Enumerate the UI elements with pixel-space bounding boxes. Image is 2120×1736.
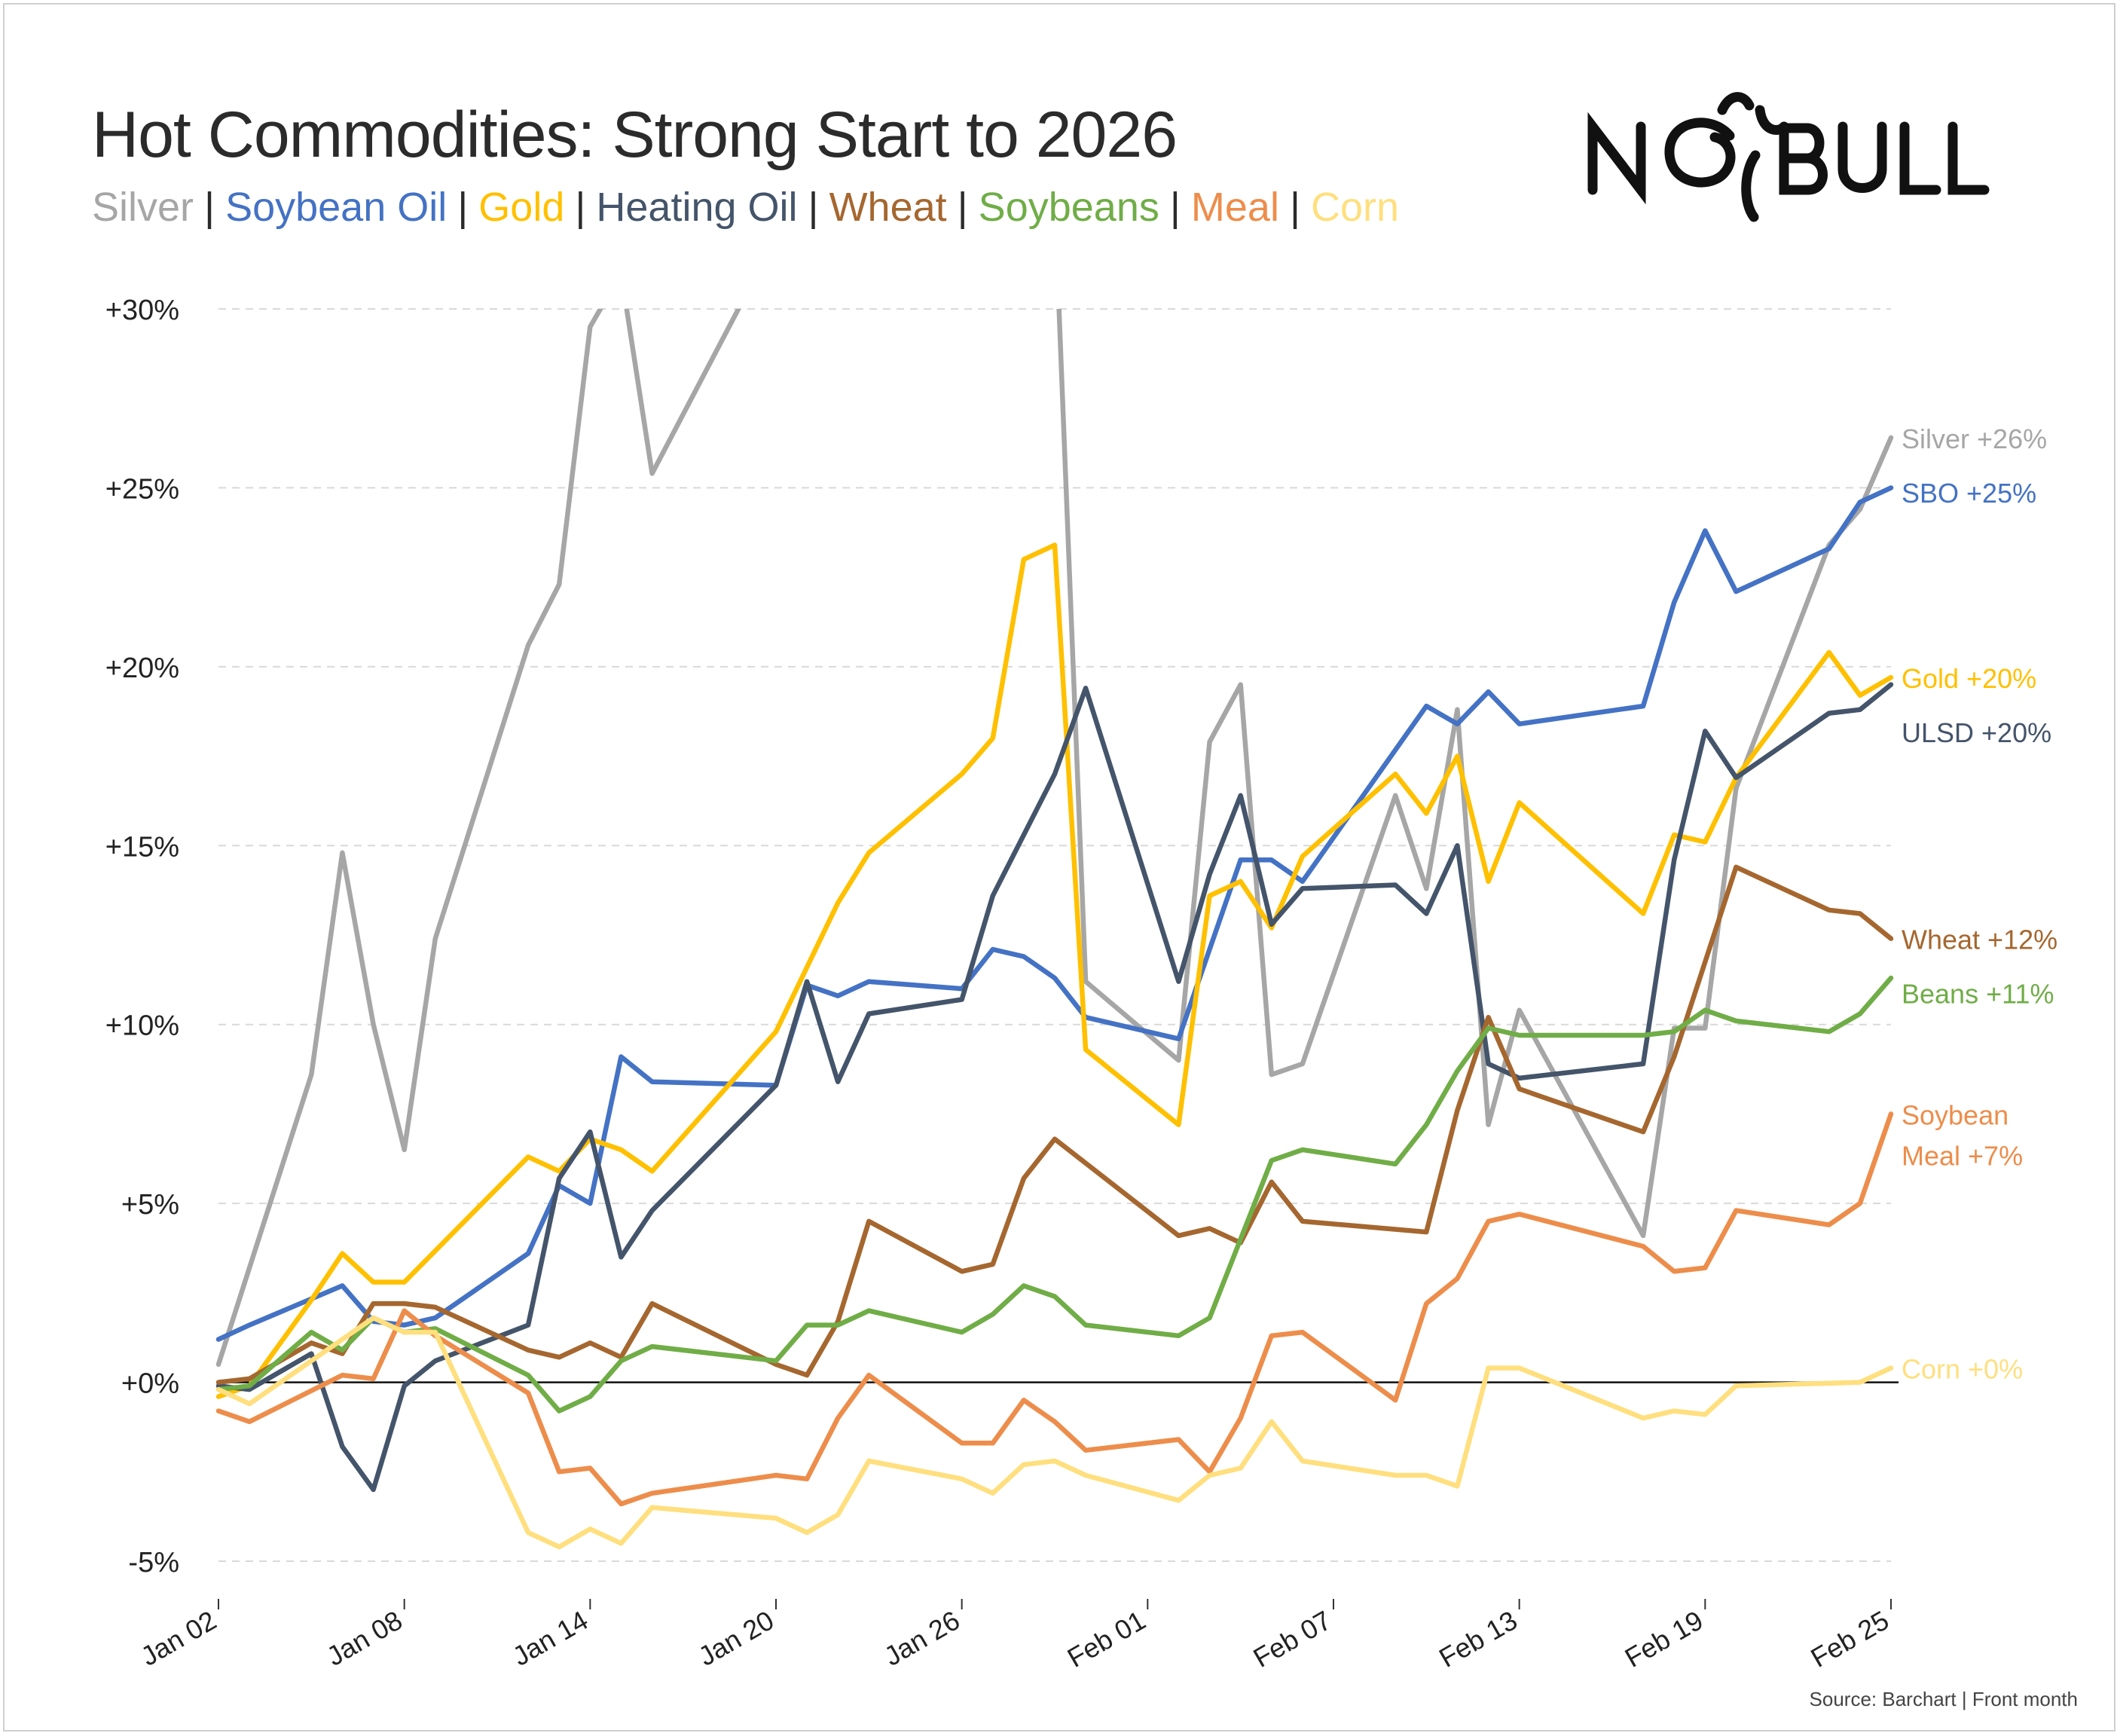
y-tick-label: +5% bbox=[121, 1189, 179, 1221]
legend-item: Soybean Oil bbox=[225, 185, 448, 230]
x-tick-label: Jan 14 bbox=[507, 1604, 593, 1672]
series-line-soybeans bbox=[215, 975, 1894, 1414]
legend-item: Meal bbox=[1190, 185, 1279, 230]
legend-line: Silver | Soybean Oil | Gold | Heating Oil | Whea… bbox=[92, 184, 1399, 231]
series-line-corn bbox=[215, 1315, 1894, 1550]
x-tick-label: Jan 08 bbox=[322, 1604, 408, 1672]
legend-item: Silver bbox=[92, 185, 194, 230]
y-tick-label: -5% bbox=[128, 1547, 179, 1579]
y-tick-label: +25% bbox=[105, 473, 179, 505]
x-tick-label: Feb 19 bbox=[1620, 1604, 1709, 1673]
legend-item: Corn bbox=[1310, 185, 1400, 230]
legend-separator: | bbox=[204, 185, 215, 230]
y-tick-label: +20% bbox=[105, 653, 179, 684]
series-end-label: Soybean bbox=[1902, 1099, 2009, 1130]
x-tick-label: Feb 13 bbox=[1434, 1604, 1523, 1673]
series-end-label: SBO +25% bbox=[1902, 478, 2036, 509]
legend-separator: | bbox=[1289, 185, 1300, 230]
series-line-wheat bbox=[215, 864, 1894, 1385]
series-end-label: Wheat +12% bbox=[1902, 925, 2057, 955]
x-tick-label: Feb 01 bbox=[1062, 1604, 1151, 1673]
series-end-label: Beans +11% bbox=[1902, 979, 2054, 1010]
series-line-heating-oil bbox=[215, 682, 1894, 1493]
series-line-meal bbox=[215, 1111, 1894, 1507]
series-end-label: Meal +7% bbox=[1902, 1140, 2023, 1171]
legend-separator: | bbox=[808, 185, 819, 230]
y-tick-label: +0% bbox=[121, 1368, 179, 1400]
series-end-label: ULSD +20% bbox=[1902, 717, 2051, 748]
chart-frame bbox=[3, 3, 2115, 1731]
chart-title: Hot Commodities: Strong Start to 2026 bbox=[92, 99, 1178, 171]
y-tick-label: +30% bbox=[105, 295, 179, 326]
x-tick-label: Feb 25 bbox=[1805, 1604, 1894, 1673]
series-end-label: Corn +0% bbox=[1902, 1354, 2023, 1385]
series-line-soybean-oil bbox=[215, 485, 1894, 1342]
series-group bbox=[215, 309, 1894, 1550]
x-tick-label: Jan 26 bbox=[879, 1604, 965, 1672]
series-end-label: Gold +20% bbox=[1902, 663, 2036, 694]
series-end-label: Silver +26% bbox=[1902, 423, 2047, 454]
x-tick-label: Jan 02 bbox=[136, 1604, 221, 1672]
legend-separator: | bbox=[575, 185, 586, 230]
legend-separator: | bbox=[957, 185, 968, 230]
legend-separator: | bbox=[457, 185, 469, 230]
legend-item: Gold bbox=[478, 185, 565, 230]
x-tick-label: Jan 20 bbox=[693, 1604, 779, 1672]
x-tick-label: Feb 07 bbox=[1248, 1604, 1336, 1673]
y-tick-label: +15% bbox=[105, 831, 179, 863]
series-line-gold bbox=[215, 542, 1894, 1399]
series-line-silver bbox=[215, 309, 1894, 1368]
legend-item: Soybeans bbox=[978, 185, 1159, 230]
no-bull-logo bbox=[1587, 92, 1990, 222]
legend-item: Heating Oil bbox=[596, 185, 798, 230]
legend-separator: | bbox=[1169, 185, 1181, 230]
legend-item: Wheat bbox=[829, 185, 947, 230]
y-tick-label: +10% bbox=[105, 1010, 179, 1042]
source-note: Source: Barchart | Front month bbox=[1809, 1688, 2078, 1710]
